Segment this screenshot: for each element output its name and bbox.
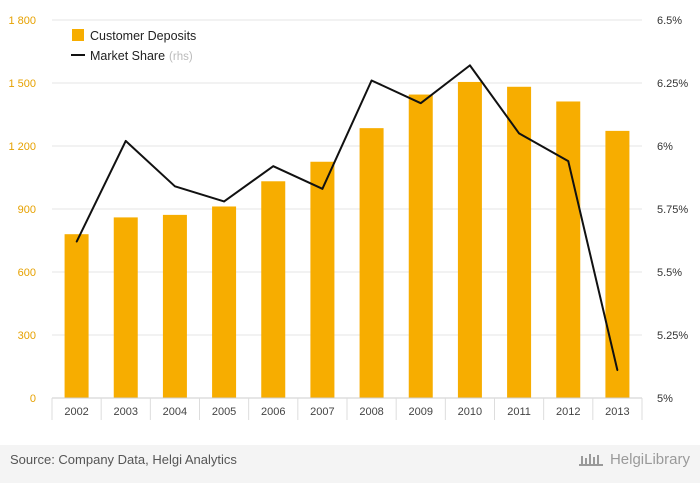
legend: Customer Deposits Market Share (rhs): [71, 29, 196, 63]
x-tick-label: 2009: [409, 406, 433, 418]
bar: [310, 161, 335, 398]
line-point: [75, 240, 78, 243]
x-tick-label: 2013: [605, 406, 629, 418]
legend-label-market-share: Market Share (rhs): [90, 49, 193, 63]
bar: [359, 128, 384, 398]
source-text: Source: Company Data, Helgi Analytics: [10, 452, 237, 467]
line-group: [75, 64, 619, 372]
x-tick-label: 2008: [359, 406, 383, 418]
x-tick-label: 2003: [114, 406, 138, 418]
x-tick-label: 2012: [556, 406, 580, 418]
grid-lines: [52, 19, 642, 399]
bar: [556, 101, 581, 398]
y-left-tick-label: 1 500: [8, 78, 36, 90]
brand-name: HelgiLibrary: [609, 451, 690, 468]
legend-label-market-share-suffix: (rhs): [169, 51, 193, 63]
y-right-tick-label: 5.75%: [657, 204, 688, 216]
legend-swatch-customer-deposits: [72, 29, 84, 41]
y-right-tick-label: 5%: [657, 393, 673, 405]
bar: [113, 217, 138, 398]
library-icon: [578, 453, 603, 466]
bar: [605, 130, 630, 398]
y-right-tick-label: 6.5%: [657, 15, 682, 27]
bar: [261, 181, 286, 398]
y-axis-left: 0 300 600 900 1 200 1 500 1 800: [8, 15, 36, 405]
y-right-tick-label: 6.25%: [657, 78, 688, 90]
legend-label-customer-deposits: Customer Deposits: [90, 29, 196, 43]
legend-label-market-share-name: Market Share: [90, 49, 165, 63]
y-left-tick-label: 1 200: [8, 141, 36, 153]
x-tick-label: 2006: [261, 406, 285, 418]
y-left-tick-label: 300: [18, 330, 36, 342]
line-point: [321, 188, 324, 190]
y-left-tick-label: 0: [30, 393, 36, 405]
line-point: [567, 160, 570, 162]
market-share-line: [75, 64, 619, 371]
line-point: [469, 64, 471, 67]
bar: [212, 206, 237, 398]
bar: [408, 94, 433, 399]
line-point: [174, 185, 176, 188]
x-tick-label: 2007: [310, 406, 334, 418]
x-tick-label: 2004: [163, 406, 187, 418]
line-point: [419, 102, 422, 104]
x-axis: 2002 2003 2004 2005 2006 2007 2008 2009 2010 2011…: [51, 397, 643, 420]
y-right-tick-label: 5.25%: [657, 330, 688, 342]
x-tick-label: 2011: [507, 406, 531, 418]
line-point: [124, 140, 127, 142]
brand-logo[interactable]: HelgiLibrary: [578, 451, 690, 468]
x-tick-label: 2002: [64, 406, 88, 418]
y-left-tick-label: 1 800: [8, 15, 36, 27]
bar: [64, 234, 89, 398]
line-point: [616, 369, 619, 372]
y-right-tick-label: 5.5%: [657, 267, 682, 279]
line-point: [223, 200, 225, 203]
y-axis-right: 5% 5.25% 5.5% 5.75% 6% 6.25% 6.5%: [657, 15, 688, 405]
line-point: [518, 132, 520, 135]
y-left-tick-label: 900: [18, 204, 36, 216]
footer: Source: Company Data, Helgi Analytics He…: [0, 445, 700, 483]
x-tick-label: 2005: [212, 406, 236, 418]
bar: [457, 81, 482, 398]
y-left-tick-label: 600: [18, 267, 36, 279]
chart-area: 2002 2003 2004 2005 2006 2007 2008 2009 2010 2011…: [8, 15, 688, 420]
line-point: [272, 165, 275, 167]
line-point: [370, 79, 373, 82]
x-tick-label: 2010: [458, 406, 482, 418]
y-right-tick-label: 6%: [657, 141, 673, 153]
bar: [162, 214, 187, 398]
bars-group: [64, 81, 630, 399]
combo-chart: 2002 2003 2004 2005 2006 2007 2008 2009 2010 2011…: [8, 15, 688, 420]
